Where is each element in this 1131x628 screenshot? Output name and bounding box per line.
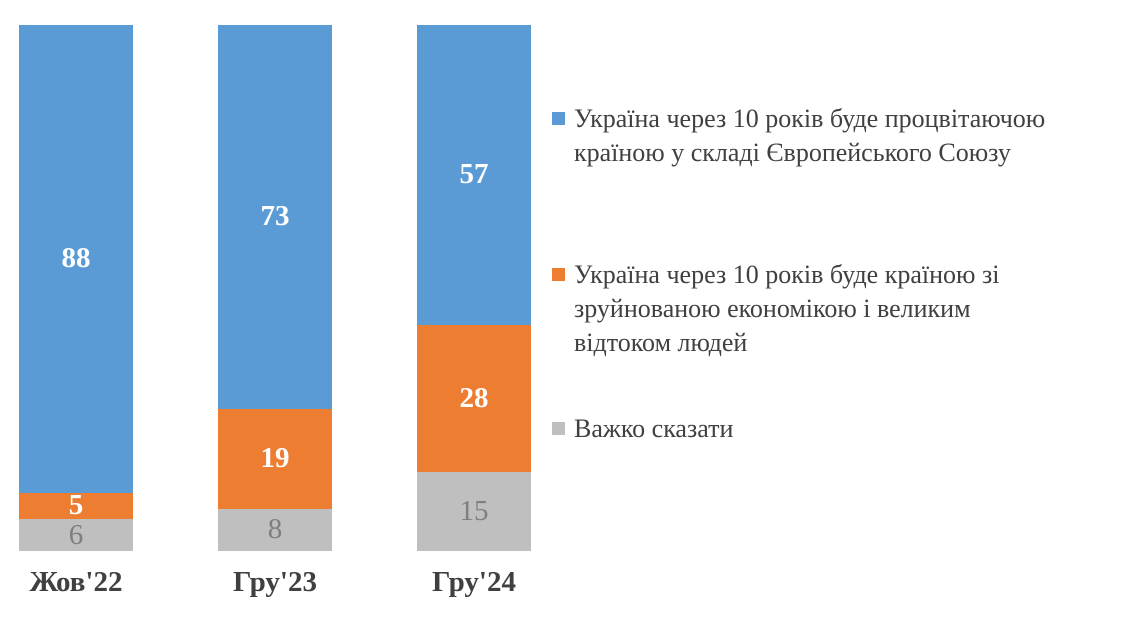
bar-segment-series-2: 19 bbox=[218, 408, 332, 509]
bar-segment-series-3: 6 bbox=[19, 519, 133, 551]
data-label: 57 bbox=[459, 158, 489, 191]
x-axis-label: Гру'23 bbox=[233, 566, 317, 598]
data-label: 19 bbox=[260, 442, 290, 475]
data-label: 88 bbox=[61, 242, 91, 275]
bar-segment-series-2: 28 bbox=[417, 324, 531, 473]
bar-column-2: 73 19 8 bbox=[218, 25, 332, 551]
bar-segment-series-1: 57 bbox=[417, 25, 531, 325]
data-label: 5 bbox=[68, 489, 84, 522]
data-label: 28 bbox=[459, 381, 489, 414]
bar-column-1: 88 5 6 bbox=[19, 25, 133, 551]
data-label: 73 bbox=[260, 200, 290, 233]
x-axis-label: Гру'24 bbox=[432, 566, 516, 598]
bar-segment-series-3: 8 bbox=[218, 508, 332, 551]
bar-segment-series-2: 5 bbox=[19, 489, 133, 522]
data-label: 8 bbox=[267, 513, 283, 546]
x-axis-label: Жов'22 bbox=[29, 566, 123, 598]
bar-segment-series-3: 15 bbox=[417, 472, 531, 551]
data-label: 15 bbox=[459, 495, 489, 528]
bar-segment-series-1: 73 bbox=[218, 25, 332, 409]
bar-column-3: 57 28 15 bbox=[417, 25, 531, 551]
bar-segment-series-1: 88 bbox=[19, 25, 133, 493]
data-label: 6 bbox=[68, 518, 84, 551]
